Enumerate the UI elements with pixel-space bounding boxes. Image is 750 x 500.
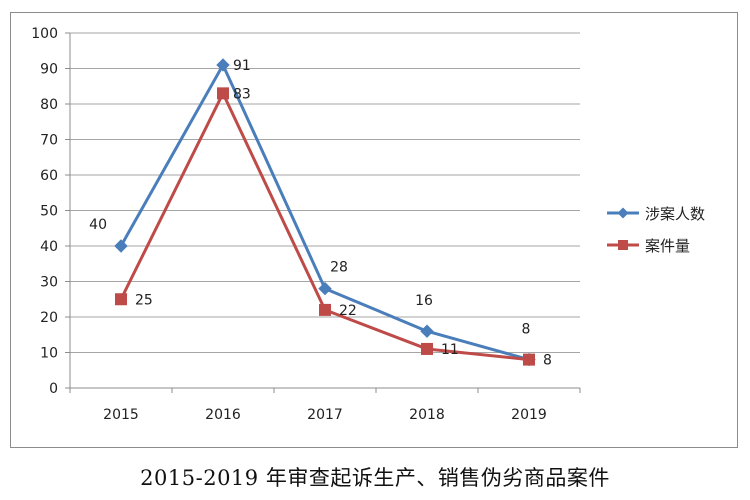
data-point-diamond	[318, 281, 332, 296]
y-tick-label: 0	[49, 381, 58, 397]
data-label: 22	[339, 303, 357, 319]
x-tick-label: 2016	[205, 407, 241, 423]
data-point-square	[115, 293, 127, 306]
data-point-square	[523, 353, 535, 366]
data-label: 16	[415, 293, 433, 309]
data-label: 8	[543, 353, 552, 369]
x-tick-label: 2015	[103, 407, 139, 423]
y-tick-label: 100	[31, 26, 58, 42]
data-point-diamond	[114, 239, 128, 253]
x-tick-label: 2017	[307, 407, 343, 423]
data-label: 11	[441, 342, 459, 358]
y-tick-label: 80	[40, 97, 58, 113]
legend-marker-diamond	[617, 207, 629, 219]
x-tick-label: 2018	[409, 407, 445, 423]
y-tick-label: 30	[40, 275, 58, 291]
data-label: 25	[135, 292, 153, 308]
y-tick-label: 60	[40, 168, 58, 184]
data-label: 28	[330, 260, 348, 276]
line-chart: 0 10 20 30 40 50 60 70 80 90 100 2015 2016 2017 2018 20…	[31, 26, 705, 423]
legend-label: 涉案人数	[645, 205, 705, 223]
legend-marker-square	[618, 240, 628, 250]
data-label: 40	[89, 217, 107, 233]
data-point-diamond	[420, 324, 434, 338]
y-tick-label: 10	[40, 346, 58, 362]
chart-caption: 2015-2019 年审查起诉生产、销售伪劣商品案件	[140, 466, 610, 490]
data-point-diamond	[216, 58, 230, 72]
data-label: 91	[233, 58, 251, 74]
data-point-square	[217, 87, 229, 100]
legend-label: 案件量	[645, 237, 690, 255]
series-line-2	[119, 91, 530, 362]
y-tick-label: 70	[40, 133, 58, 149]
x-tick-label: 2019	[511, 407, 547, 423]
data-point-square	[421, 342, 433, 355]
data-label: 83	[233, 86, 251, 102]
data-label: 8	[522, 322, 531, 338]
y-tick-label: 40	[40, 239, 58, 255]
data-point-square	[319, 303, 331, 316]
y-tick-label: 20	[40, 310, 58, 326]
y-tick-label: 50	[40, 204, 58, 220]
y-tick-label: 90	[40, 62, 58, 78]
